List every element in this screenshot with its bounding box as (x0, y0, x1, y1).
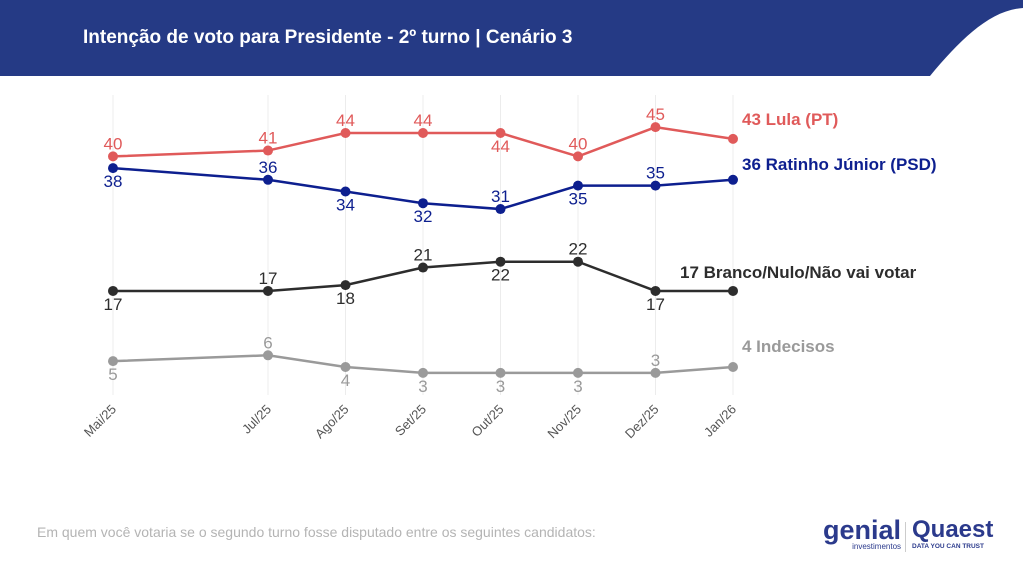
data-point (495, 128, 506, 138)
data-point (650, 285, 661, 296)
header-banner (0, 0, 1023, 76)
series-end-label: 4 Indecisos (742, 337, 835, 356)
data-label: 36 (259, 158, 278, 177)
data-label: 32 (414, 207, 433, 226)
data-point (418, 367, 428, 378)
data-point (573, 180, 583, 191)
data-label: 17 (104, 295, 123, 314)
data-label: 22 (569, 240, 588, 259)
x-tick-label: Jul/25 (239, 402, 274, 437)
data-point (728, 362, 738, 372)
data-point (340, 128, 351, 138)
data-label: 4 (341, 371, 350, 390)
data-point (573, 256, 583, 267)
data-point (495, 256, 506, 267)
quaest-logo: Quaest DATA YOU CAN TRUST (912, 516, 994, 551)
data-label: 17 (259, 269, 278, 288)
data-label: 34 (336, 196, 355, 215)
series-line (113, 260, 733, 293)
data-point (650, 180, 661, 191)
data-point (340, 186, 351, 197)
data-label: 44 (491, 137, 510, 156)
data-label: 40 (569, 134, 588, 153)
x-tick-label: Nov/25 (544, 402, 584, 442)
series-end-label: 17 Branco/Nulo/Não vai votar (680, 263, 917, 282)
data-point (418, 262, 428, 273)
data-label: 35 (646, 164, 665, 183)
data-point (573, 367, 583, 378)
data-point (650, 367, 661, 378)
data-point (728, 285, 738, 296)
x-tick-label: Ago/25 (312, 402, 352, 442)
data-point (728, 174, 738, 185)
data-point (418, 128, 428, 138)
data-point (573, 151, 583, 162)
data-label: 18 (336, 289, 355, 308)
x-tick-label: Mai/25 (81, 402, 119, 440)
genial-logo: genial investimentos (823, 515, 902, 552)
series-line (112, 125, 734, 158)
x-tick-label: Out/25 (468, 402, 506, 440)
data-point (418, 198, 428, 209)
data-label: 44 (336, 111, 355, 130)
data-point (650, 122, 661, 133)
series-end-label: 36 Ratinho Júnior (PSD) (742, 155, 937, 174)
data-label: 17 (646, 295, 665, 314)
data-point (495, 204, 506, 215)
data-label: 41 (259, 129, 278, 148)
x-tick-label: Dez/25 (622, 402, 662, 442)
data-point (263, 285, 273, 296)
data-point (340, 362, 351, 372)
data-label: 44 (414, 111, 433, 130)
x-tick-label: Set/25 (392, 402, 429, 439)
data-label: 3 (418, 377, 427, 396)
series-line (112, 166, 734, 211)
data-label: 31 (491, 187, 510, 206)
data-point (340, 280, 351, 291)
data-point (263, 350, 273, 361)
page-title: Intenção de voto para Presidente - 2º tu… (83, 27, 573, 48)
data-point (495, 367, 506, 378)
data-label: 3 (573, 377, 582, 396)
logo-divider (905, 522, 906, 552)
data-label: 35 (569, 190, 588, 209)
footnote: Em quem você votaria se o segundo turno … (37, 524, 596, 540)
data-label: 38 (104, 172, 123, 191)
data-point (728, 133, 738, 144)
data-label: 40 (104, 134, 123, 153)
data-point (263, 174, 273, 185)
series-end-label: 43 Lula (PT) (742, 110, 838, 129)
data-point (108, 151, 118, 162)
data-label: 45 (646, 105, 665, 124)
x-tick-label: Jan/26 (701, 402, 739, 440)
data-label: 5 (108, 365, 117, 384)
data-label: 22 (491, 266, 510, 285)
data-point (108, 163, 118, 174)
data-label: 21 (414, 246, 433, 265)
data-label: 6 (263, 333, 272, 352)
data-point (108, 356, 118, 367)
data-point (263, 145, 273, 156)
data-label: 3 (651, 351, 660, 370)
data-point (108, 285, 118, 296)
series-line (112, 354, 734, 375)
data-label: 3 (496, 377, 505, 396)
